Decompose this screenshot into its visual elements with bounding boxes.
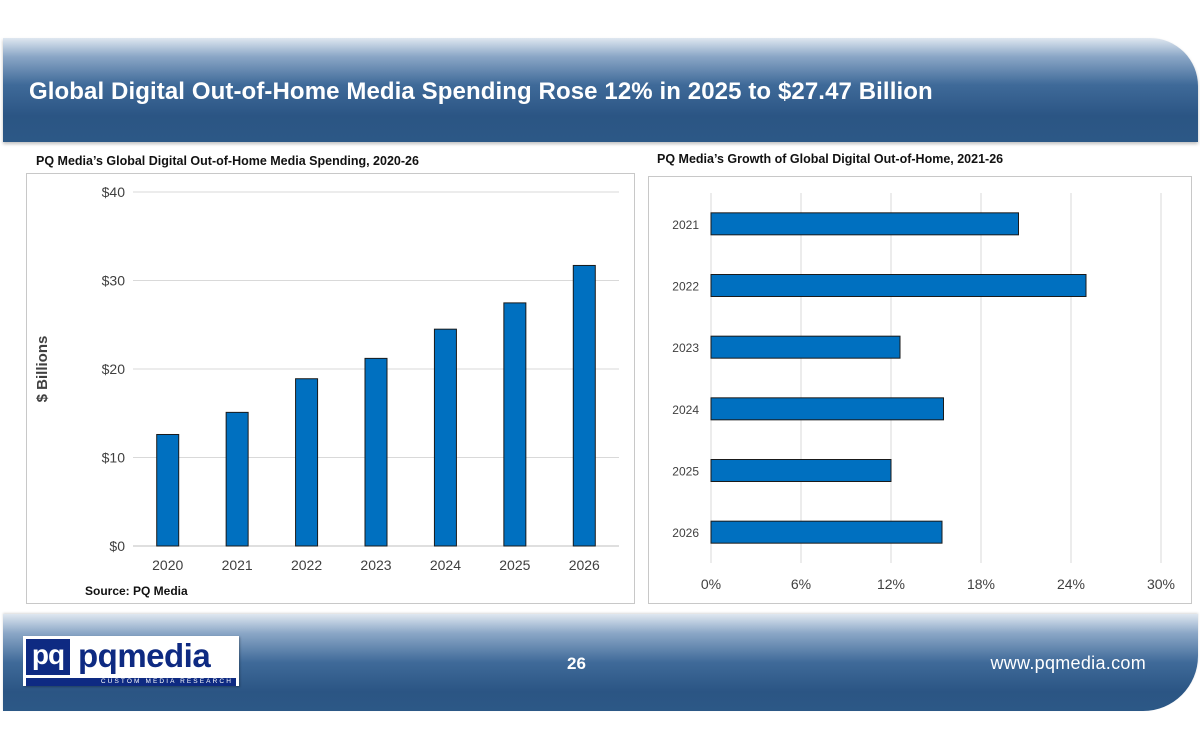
x-tick-label: 18%	[967, 576, 995, 592]
y-tick-label: $20	[102, 361, 126, 377]
bar	[710, 212, 1019, 236]
pqmedia-logo[interactable]: pq pqmedia CUSTOM MEDIA RESEARCH	[23, 636, 239, 686]
header-banner: Global Digital Out-of-Home Media Spendin…	[3, 38, 1198, 142]
bar	[710, 397, 944, 421]
page-title: Global Digital Out-of-Home Media Spendin…	[29, 78, 933, 105]
x-tick-label: 2022	[291, 557, 322, 573]
x-tick-label: 2020	[152, 557, 183, 573]
y-tick-label: 2024	[672, 403, 699, 417]
bar	[710, 520, 943, 544]
x-tick-label: 6%	[791, 576, 811, 592]
page-number: 26	[567, 654, 586, 673]
left-chart-panel: $0 $10 $20 $30 $40 2020 2021 2022 2023 2024 2025 20…	[26, 173, 635, 604]
y-axis-label: $ Billions	[34, 336, 51, 403]
x-tick-label: 24%	[1057, 576, 1085, 592]
bar	[156, 433, 180, 547]
x-tick-label: 0%	[701, 576, 721, 592]
y-tick-label: 2023	[672, 341, 699, 355]
y-tick-label: $30	[102, 273, 126, 289]
right-chart-panel: 0% 6% 12% 18% 24% 30% 2021 2022 2023 2024 2025 2026	[648, 176, 1192, 604]
bar	[225, 411, 249, 547]
bar	[710, 274, 1087, 297]
x-tick-label: 2026	[569, 557, 600, 573]
growth-bar-chart: 0% 6% 12% 18% 24% 30% 2021 2022 2023 2024 2025 2026	[672, 193, 1175, 592]
logo-name: pqmedia	[78, 637, 211, 674]
y-tick-label: $10	[102, 450, 126, 466]
x-tick-label: 2021	[222, 557, 253, 573]
right-chart-title: PQ Media’s Growth of Global Digital Out-…	[657, 152, 1004, 166]
y-tick-label: $40	[102, 184, 126, 200]
bar	[433, 328, 457, 547]
chart-source: Source: PQ Media	[85, 584, 188, 598]
bar	[710, 459, 892, 482]
x-tick-label: 2025	[499, 557, 530, 573]
logo-tagline: CUSTOM MEDIA RESEARCH	[26, 678, 236, 686]
footer-bar: pq pqmedia CUSTOM MEDIA RESEARCH 26 www.…	[3, 614, 1198, 711]
y-tick-label: 2021	[672, 218, 699, 232]
left-chart-title: PQ Media’s Global Digital Out-of-Home Me…	[36, 154, 419, 168]
y-tick-label: $0	[109, 538, 125, 554]
x-tick-label: 2023	[360, 557, 391, 573]
website-url[interactable]: www.pqmedia.com	[990, 653, 1146, 673]
spending-bar-chart: $0 $10 $20 $30 $40 2020 2021 2022 2023 2024 2025 20…	[34, 184, 619, 598]
logo-mark: pq	[26, 639, 70, 675]
x-tick-label: 30%	[1147, 576, 1175, 592]
bar	[503, 302, 527, 547]
y-tick-label: 2025	[672, 465, 699, 479]
y-tick-label: 2022	[672, 280, 699, 294]
bar	[710, 335, 901, 359]
bar	[572, 264, 596, 547]
x-tick-label: 2024	[430, 557, 461, 573]
x-tick-label: 12%	[877, 576, 905, 592]
bar	[295, 378, 319, 547]
bar	[364, 357, 388, 547]
y-tick-label: 2026	[672, 526, 699, 540]
